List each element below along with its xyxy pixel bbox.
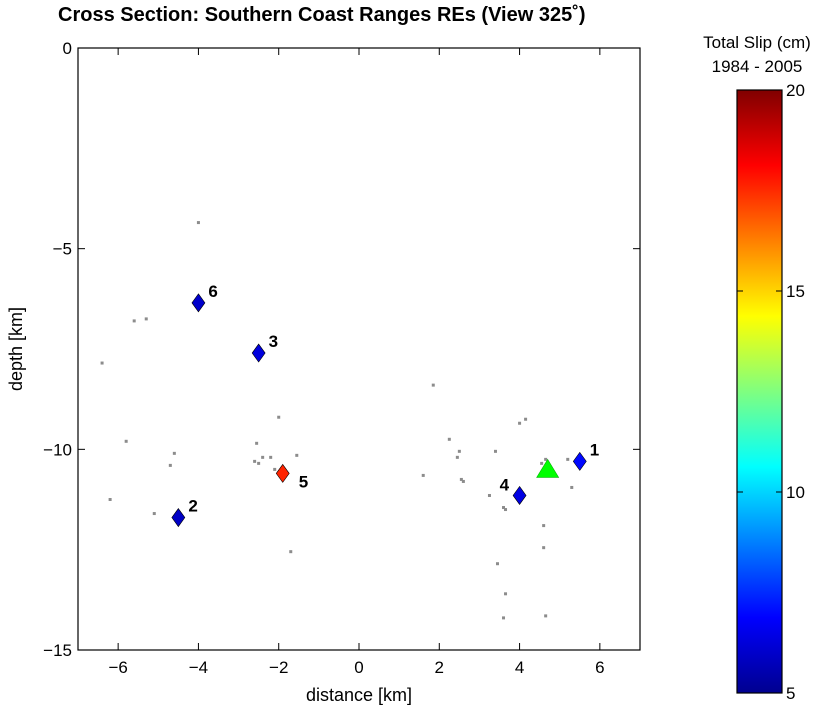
background-event-point — [132, 319, 136, 323]
x-tick-label: 6 — [595, 658, 604, 677]
background-events — [100, 221, 574, 620]
background-event-point — [461, 479, 465, 483]
repeating-event-6 — [191, 293, 206, 313]
background-event-point — [447, 437, 451, 441]
x-ticks: −6 −4 −2 0 2 4 6 — [108, 48, 605, 677]
background-event-point — [457, 449, 461, 453]
colorbar-tick-label: 10 — [786, 483, 805, 502]
background-event-point — [487, 493, 491, 497]
colorbar — [736, 89, 783, 694]
y-axis-label: depth [km] — [6, 307, 26, 391]
y-ticks: 0 −5 −10 −15 — [43, 39, 640, 660]
background-event-point — [502, 506, 506, 510]
repeating-event-label: 1 — [590, 440, 599, 459]
background-event-point — [168, 463, 172, 467]
background-event-point — [544, 457, 548, 461]
background-event-point — [273, 467, 277, 471]
y-tick-label: −5 — [53, 240, 72, 259]
background-event-point — [295, 453, 299, 457]
colorbar-title-line2: 1984 - 2005 — [712, 57, 803, 76]
background-event-point — [261, 455, 265, 459]
x-tick-label: −2 — [269, 658, 288, 677]
background-event-point — [289, 550, 293, 554]
repeating-event-1 — [572, 451, 587, 471]
x-tick-label: −4 — [189, 658, 208, 677]
x-tick-label: −6 — [108, 658, 127, 677]
background-event-point — [255, 441, 259, 445]
repeating-event-4 — [512, 485, 527, 505]
background-event-point — [257, 461, 261, 465]
background-event-point — [544, 614, 548, 618]
background-event-point — [493, 449, 497, 453]
repeating-event-label: 6 — [208, 282, 217, 301]
background-event-point — [540, 461, 544, 465]
repeating-event-2 — [171, 508, 186, 528]
colorbar-ticks: 5 10 15 20 — [737, 81, 805, 703]
background-event-point — [144, 317, 148, 321]
plot-area — [77, 47, 641, 651]
background-event-point — [253, 459, 257, 463]
repeating-event-5 — [275, 463, 290, 483]
background-event-point — [100, 361, 104, 365]
colorbar-tick-label: 20 — [786, 81, 805, 100]
y-tick-label: 0 — [63, 39, 72, 58]
background-event-point — [459, 477, 463, 481]
repeating-events: 1 2 3 4 5 6 — [171, 282, 599, 528]
background-event-point — [570, 485, 574, 489]
repeating-event-3 — [251, 343, 266, 363]
repeating-event-label: 3 — [269, 332, 278, 351]
background-event-point — [196, 221, 200, 225]
background-event-point — [518, 421, 522, 425]
repeating-event-label: 2 — [188, 497, 197, 516]
chart-title: Cross Section: Southern Coast Ranges REs… — [58, 3, 586, 26]
station-marker — [536, 458, 560, 478]
background-event-point — [277, 415, 281, 419]
y-tick-label: −10 — [43, 440, 72, 459]
repeating-event-label: 5 — [299, 472, 308, 491]
station-marker-group — [536, 458, 560, 478]
background-event-point — [504, 592, 508, 596]
background-event-point — [542, 546, 546, 550]
x-axis-label: distance [km] — [306, 685, 412, 705]
background-event-point — [172, 451, 176, 455]
background-event-point — [269, 455, 273, 459]
background-event-point — [108, 498, 112, 501]
background-event-point — [502, 616, 506, 620]
colorbar-tick-label: 15 — [786, 282, 805, 301]
background-event-point — [566, 457, 570, 461]
background-event-point — [495, 562, 499, 566]
background-event-point — [524, 417, 528, 421]
background-event-point — [152, 512, 156, 516]
repeating-event-label: 4 — [500, 475, 510, 494]
background-event-point — [124, 439, 128, 443]
y-tick-label: −15 — [43, 641, 72, 660]
x-tick-label: 2 — [435, 658, 444, 677]
background-event-point — [421, 473, 425, 477]
colorbar-title-line1: Total Slip (cm) — [703, 33, 811, 52]
colorbar-tick-label: 5 — [786, 684, 795, 703]
x-tick-label: 0 — [354, 658, 363, 677]
background-event-point — [455, 455, 459, 459]
background-event-point — [542, 524, 546, 528]
x-tick-label: 4 — [515, 658, 524, 677]
background-event-point — [431, 383, 435, 387]
background-event-point — [504, 508, 508, 512]
